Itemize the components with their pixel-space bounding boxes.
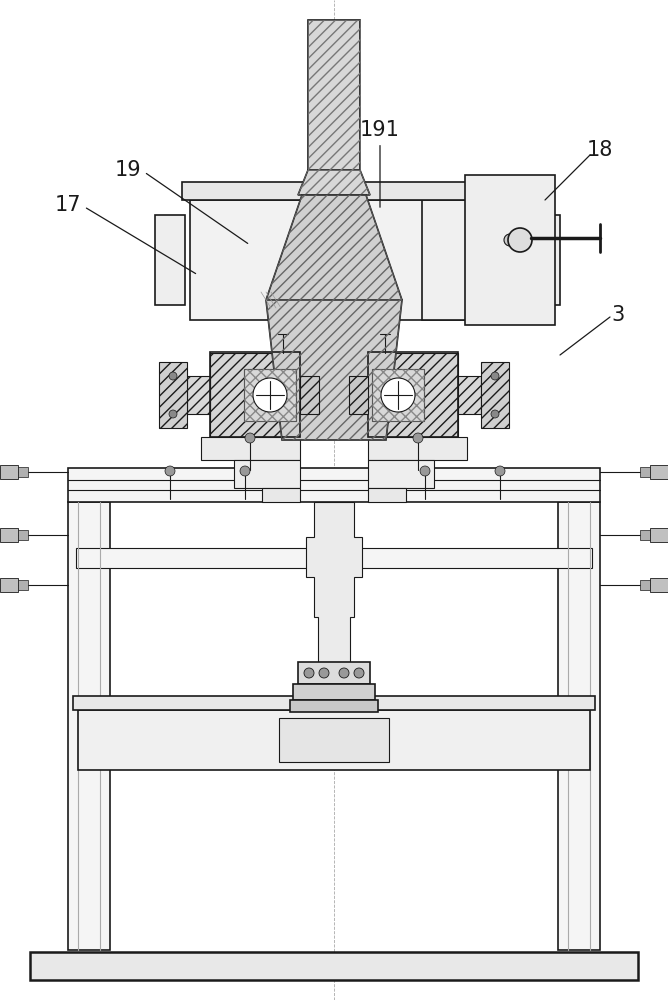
Circle shape xyxy=(495,466,505,476)
Circle shape xyxy=(381,378,415,412)
Bar xyxy=(201,437,300,460)
Bar xyxy=(465,175,555,325)
Bar xyxy=(349,376,368,414)
Bar xyxy=(530,215,560,305)
Circle shape xyxy=(420,466,430,476)
Bar xyxy=(0,528,18,542)
Bar xyxy=(298,662,370,684)
Circle shape xyxy=(245,433,255,443)
Text: 19: 19 xyxy=(115,160,248,243)
Circle shape xyxy=(304,668,314,678)
Bar xyxy=(182,182,538,200)
Bar xyxy=(244,369,296,421)
Bar xyxy=(368,352,458,437)
Bar xyxy=(0,578,18,592)
Circle shape xyxy=(504,234,516,246)
Circle shape xyxy=(165,466,175,476)
Polygon shape xyxy=(308,20,360,170)
Circle shape xyxy=(339,668,349,678)
Bar xyxy=(293,684,375,700)
Bar xyxy=(155,215,185,305)
Bar xyxy=(368,460,434,488)
Bar xyxy=(187,376,210,414)
Polygon shape xyxy=(266,195,402,300)
Bar xyxy=(68,502,110,950)
Text: 17: 17 xyxy=(55,195,196,274)
Bar xyxy=(300,376,319,414)
Bar xyxy=(76,548,592,568)
Bar xyxy=(650,578,668,592)
Circle shape xyxy=(491,372,499,380)
Bar xyxy=(68,468,600,502)
Bar xyxy=(18,580,28,590)
Bar xyxy=(458,376,481,414)
Polygon shape xyxy=(210,353,300,437)
Bar xyxy=(481,362,509,428)
Circle shape xyxy=(354,668,364,678)
Bar xyxy=(210,352,300,437)
Bar xyxy=(368,488,406,502)
Bar xyxy=(372,369,424,421)
Bar xyxy=(650,528,668,542)
Circle shape xyxy=(169,372,177,380)
Bar xyxy=(368,437,467,460)
Bar xyxy=(78,710,590,770)
Bar xyxy=(18,467,28,477)
Bar xyxy=(558,502,600,950)
Bar xyxy=(234,460,300,488)
Polygon shape xyxy=(306,502,362,662)
Circle shape xyxy=(319,668,329,678)
Bar xyxy=(290,700,378,712)
Text: 18: 18 xyxy=(587,140,613,160)
Bar xyxy=(650,465,668,479)
Circle shape xyxy=(491,410,499,418)
Bar xyxy=(640,467,650,477)
Bar xyxy=(640,530,650,540)
Circle shape xyxy=(253,378,287,412)
Text: 3: 3 xyxy=(611,305,625,325)
Bar xyxy=(244,369,296,421)
Bar xyxy=(18,530,28,540)
Bar xyxy=(422,200,530,320)
Bar xyxy=(73,696,595,710)
Circle shape xyxy=(413,433,423,443)
Circle shape xyxy=(508,228,532,252)
Polygon shape xyxy=(298,170,370,195)
Bar xyxy=(640,580,650,590)
Polygon shape xyxy=(368,353,458,437)
Bar xyxy=(0,465,18,479)
Text: 191: 191 xyxy=(360,120,400,207)
Bar xyxy=(30,952,638,980)
Bar xyxy=(372,369,424,421)
Circle shape xyxy=(240,466,250,476)
Circle shape xyxy=(169,410,177,418)
Bar xyxy=(159,362,187,428)
Bar xyxy=(190,200,478,320)
Polygon shape xyxy=(266,300,402,440)
Bar xyxy=(262,488,300,502)
Bar xyxy=(279,718,389,762)
